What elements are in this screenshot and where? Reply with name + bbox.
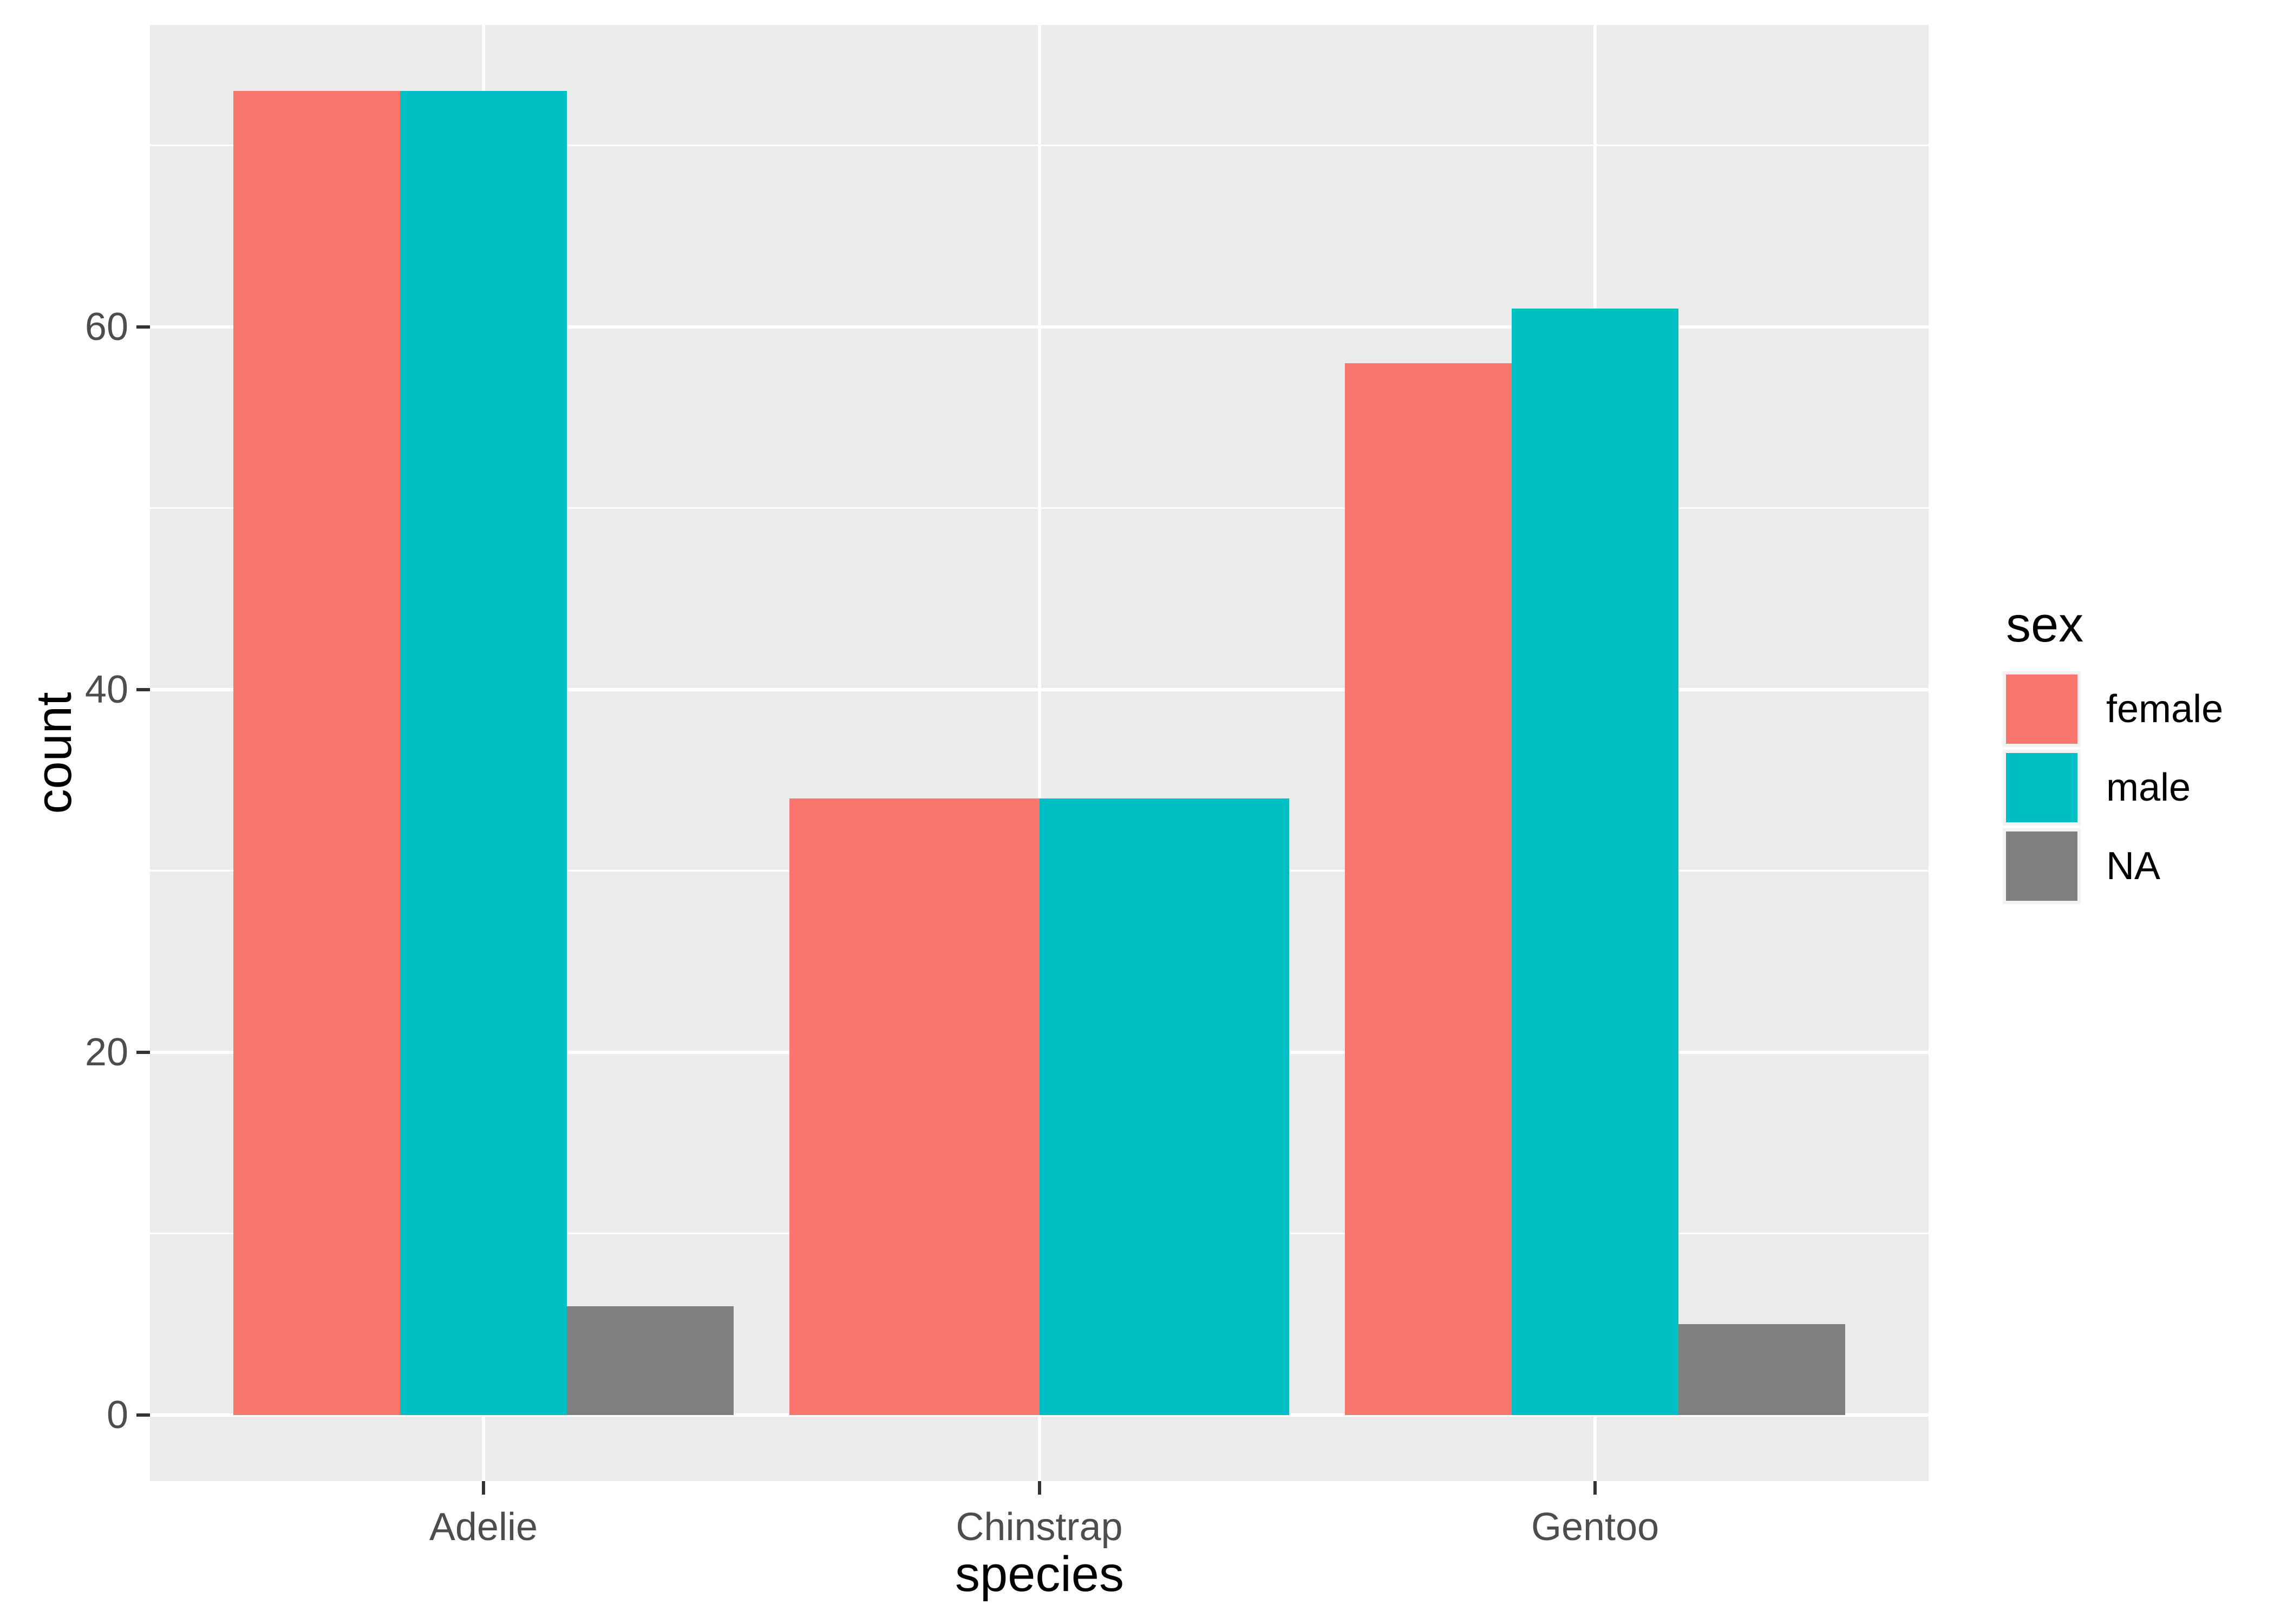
legend-label-male: male (2106, 766, 2191, 809)
x-tick-label-adelie: Adelie (429, 1505, 538, 1549)
x-tick-mark-chinstrap (1037, 1481, 1041, 1495)
legend-key-female (2003, 671, 2081, 747)
plot-panel (150, 25, 1929, 1481)
y-tick-label-20: 20 (84, 1030, 128, 1074)
legend-entry-na: NA (2003, 828, 2223, 904)
bar-gentoo-na (1678, 1324, 1846, 1415)
x-tick-mark-gentoo (1593, 1481, 1597, 1495)
legend-swatch-female (2006, 675, 2077, 744)
legend-label-female: female (2106, 687, 2224, 731)
x-tick-label-gentoo: Gentoo (1531, 1505, 1659, 1549)
legend-key-na (2003, 828, 2081, 904)
bar-gentoo-female (1345, 363, 1512, 1415)
y-tick-label-40: 40 (84, 667, 128, 711)
legend-swatch-male (2006, 753, 2077, 822)
y-tick-mark-20 (136, 1050, 150, 1054)
legend-key-male (2003, 750, 2081, 826)
y-tick-mark-0 (136, 1413, 150, 1417)
y-tick-mark-40 (136, 687, 150, 691)
legend-swatch-na (2006, 831, 2077, 901)
legend-label-na: NA (2106, 844, 2161, 888)
y-axis-title: count (27, 692, 82, 814)
legend-title: sex (2006, 597, 2084, 652)
major-gridline-x-chinstrap (1037, 25, 1041, 1481)
legend-entries: female male NA (2003, 671, 2223, 904)
legend: sex female male NA (2003, 600, 2223, 907)
x-tick-label-chinstrap: Chinstrap (956, 1505, 1123, 1549)
x-tick-mark-adelie (481, 1481, 485, 1495)
y-tick-label-0: 0 (106, 1393, 128, 1437)
bar-chinstrap-female (789, 798, 1040, 1415)
bar-gentoo-male (1512, 309, 1679, 1415)
bar-chinstrap-male (1039, 798, 1290, 1415)
bar-adelie-female (233, 91, 400, 1415)
legend-entry-female: female (2003, 671, 2223, 747)
y-tick-label-60: 60 (84, 305, 128, 349)
bar-adelie-na (566, 1306, 734, 1415)
x-axis-title: species (955, 1547, 1124, 1602)
legend-entry-male: male (2003, 750, 2223, 826)
y-tick-mark-60 (136, 325, 150, 329)
bar-adelie-male (400, 91, 567, 1415)
